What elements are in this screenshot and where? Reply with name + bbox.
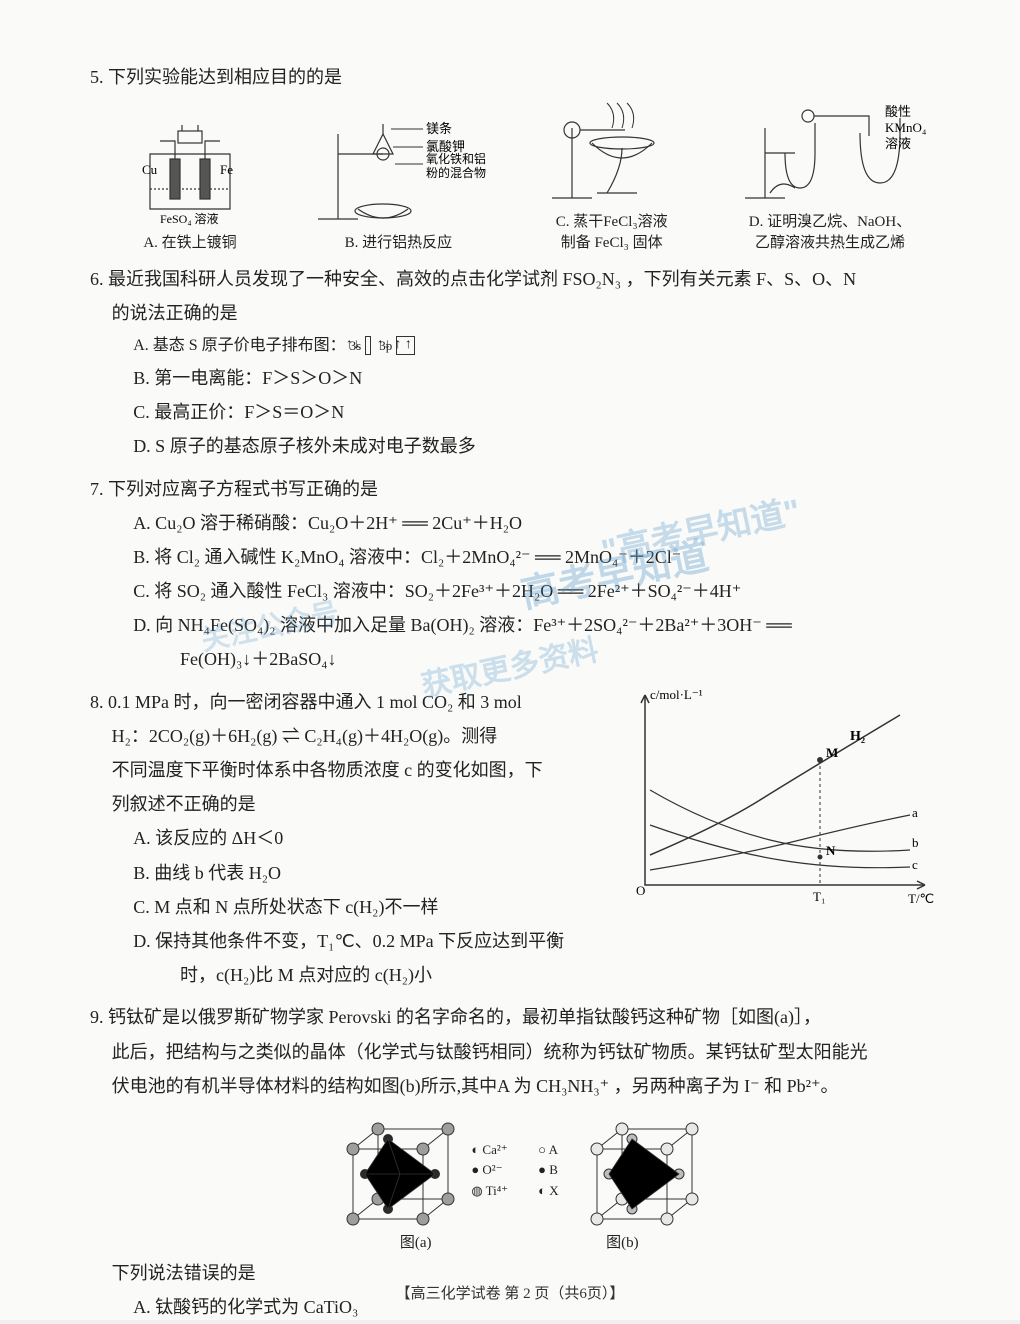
svg-text:KMnO₄: KMnO₄	[885, 120, 927, 135]
q9-figure-b: ○ A ● B ◐ X	[538, 1109, 707, 1254]
svg-text:M: M	[826, 745, 838, 760]
svg-text:a: a	[912, 805, 918, 820]
svg-text:c: c	[912, 857, 918, 872]
thermite-icon: 镁条 氯酸钾 氧化铁和铝 粉的混合物	[303, 119, 493, 229]
svg-text:b: b	[912, 835, 919, 850]
q5d-caption: D. 证明溴乙烷、NaOH、	[730, 212, 930, 233]
q8-stem3: 不同温度下平衡时体系中各物质浓度 c 的变化如图，下	[90, 753, 610, 787]
svg-text:镁条: 镁条	[426, 121, 452, 136]
q5-diagram-b: 镁条 氯酸钾 氧化铁和铝 粉的混合物 B. 进行铝热反应	[303, 119, 493, 254]
question-6: 6. 最近我国科研人员发现了一种安全、高效的点击化学试剂 FSO₂N₃ ，下列有…	[90, 262, 940, 463]
q7-optA: A. Cu₂O 溶于稀硝酸：Cu₂O＋2H⁺ ══ 2Cu⁺＋H₂O	[133, 506, 940, 540]
q8-optD: D. 保持其他条件不变，T₁℃、0.2 MPa 下反应达到平衡	[133, 924, 610, 958]
q7-optD: D. 向 NH₄Fe(SO₄)₂ 溶液中加入足量 Ba(OH)₂ 溶液：Fe³⁺…	[133, 608, 940, 642]
q9-figure-a: ◐ Ca²⁺ ● O²⁻ ◍ Ti⁴⁺ 图(a)	[323, 1109, 508, 1254]
svg-text:溶液: 溶液	[885, 136, 911, 151]
question-7: 7. 下列对应离子方程式书写正确的是 A. Cu₂O 溶于稀硝酸：Cu₂O＋2H…	[90, 472, 940, 677]
q5c-caption: C. 蒸干FeCl₃溶液	[537, 212, 687, 233]
q9-stem2: 此后，把结构与之类似的晶体（化学式与钛酸钙相同）统称为钙钛矿物质。某钙钛矿型太阳…	[90, 1035, 940, 1069]
q9a-caption: 图(a)	[323, 1233, 508, 1254]
svg-text:O: O	[636, 883, 645, 898]
question-5: 5. 下列实验能达到相应目的的是 Cu Fe FeSO₄ 溶液	[90, 60, 940, 254]
equilibrium-chart: c/mol·L⁻¹ T/℃ H₂ a b c M N T₁ O	[620, 685, 940, 915]
q5-diagram-c: C. 蒸干FeCl₃溶液 制备 FeCl₃ 固体	[537, 98, 687, 254]
q8-stem2: H₂：2CO₂(g)＋6H₂(g) ⇌ C₂H₄(g)＋4H₂O(g)。测得	[90, 719, 610, 753]
q8-optD-cont: 时，c(H₂)比 M 点对应的 c(H₂)小	[133, 958, 610, 992]
q5-diagram-a: Cu Fe FeSO₄ 溶液 A. 在铁上镀铜	[120, 119, 260, 254]
q5-diagrams-row: Cu Fe FeSO₄ 溶液 A. 在铁上镀铜	[90, 94, 940, 254]
q6-stem-b: 的说法正确的是	[90, 296, 940, 330]
q5-stem: 5. 下列实验能达到相应目的的是	[90, 60, 940, 94]
q8-optB: B. 曲线 b 代表 H₂O	[133, 856, 610, 890]
q9-figures: ◐ Ca²⁺ ● O²⁻ ◍ Ti⁴⁺ 图(a) ○ A ● B ◐ X	[90, 1103, 940, 1256]
q5d-caption2: 乙醇溶液共热生成乙烯	[730, 233, 930, 254]
q8-stem1: 8. 0.1 MPa 时，向一密闭容器中通入 1 mol CO₂ 和 3 mol	[90, 685, 610, 719]
q6-optA: A. 基态 S 原子价电子排布图： 3s ↑↓ 3p ↑↓ ↑ ↑	[133, 331, 940, 361]
q8-optA: A. 该反应的 ΔH＜0	[133, 821, 610, 855]
q8-graph: c/mol·L⁻¹ T/℃ H₂ a b c M N T₁ O	[620, 685, 940, 926]
svg-text:FeSO₄ 溶液: FeSO₄ 溶液	[160, 211, 219, 226]
q5a-caption: A. 在铁上镀铜	[120, 233, 260, 254]
q6-optC: C. 最高正价：F＞S＝O＞N	[133, 395, 940, 429]
q6-optD: D. S 原子的基态原子核外未成对电子数最多	[133, 429, 940, 463]
perovskite-b-icon	[567, 1109, 707, 1229]
q5-diagram-d: 酸性 KMnO₄ 溶液 D. 证明溴乙烷、NaOH、 乙醇溶液共热生成乙烯	[730, 98, 930, 254]
svg-text:H₂: H₂	[850, 729, 865, 744]
q6-stem-a: 6. 最近我国科研人员发现了一种安全、高效的点击化学试剂 FSO₂N₃ ，下列有…	[90, 262, 940, 296]
svg-text:T/℃: T/℃	[908, 891, 934, 906]
perovskite-a-icon	[323, 1109, 463, 1229]
evaporation-icon	[537, 98, 687, 208]
q9-stem3: 伏电池的有机半导体材料的结构如图(b)所示,其中A 为 CH₃NH₃⁺ ，另两种…	[90, 1069, 940, 1103]
svg-text:c/mol·L⁻¹: c/mol·L⁻¹	[650, 687, 703, 702]
svg-text:氧化铁和铝: 氧化铁和铝	[426, 151, 486, 166]
svg-text:Cu: Cu	[142, 162, 158, 177]
q9b-caption: 图(b)	[538, 1233, 707, 1254]
q5b-caption: B. 进行铝热反应	[303, 233, 493, 254]
q8-optC: C. M 点和 N 点所处状态下 c(H₂)不一样	[133, 890, 610, 924]
question-9: 9. 钙钛矿是以俄罗斯矿物学家 Perovski 的名字命名的，最初单指钛酸钙这…	[90, 1000, 940, 1324]
svg-text:Fe: Fe	[220, 162, 233, 177]
exam-page: 高考早知道 "高考早知道" 获取更多资料 关注公众号 5. 下列实验能达到相应目…	[0, 0, 1020, 1320]
q7-optD-cont: Fe(OH)₃↓＋2BaSO₄↓	[133, 642, 940, 676]
page-footer: 【高三化学试卷 第 2 页（共6页）】	[0, 1280, 1020, 1309]
svg-text:酸性: 酸性	[885, 104, 911, 119]
q8-stem4: 列叙述不正确的是	[90, 787, 610, 821]
q9-stem1: 9. 钙钛矿是以俄罗斯矿物学家 Perovski 的名字命名的，最初单指钛酸钙这…	[90, 1000, 940, 1034]
q7-optB: B. 将 Cl₂ 通入碱性 K₂MnO₄ 溶液中：Cl₂＋2MnO₄²⁻ ══ …	[133, 540, 940, 574]
q7-optC: C. 将 SO₂ 通入酸性 FeCl₃ 溶液中：SO₂＋2Fe³⁺＋2H₂O ═…	[133, 574, 940, 608]
question-8: 8. 0.1 MPa 时，向一密闭容器中通入 1 mol CO₂ 和 3 mol…	[90, 685, 940, 993]
q7-stem: 7. 下列对应离子方程式书写正确的是	[90, 472, 940, 506]
electroplating-icon: Cu Fe FeSO₄ 溶液	[120, 119, 260, 229]
gas-collection-icon: 酸性 KMnO₄ 溶液	[730, 98, 930, 208]
svg-text:N: N	[826, 843, 836, 858]
q5c-caption2: 制备 FeCl₃ 固体	[537, 233, 687, 254]
svg-text:T₁: T₁	[813, 889, 825, 904]
q6-optB: B. 第一电离能：F＞S＞O＞N	[133, 361, 940, 395]
svg-text:粉的混合物: 粉的混合物	[426, 165, 486, 180]
